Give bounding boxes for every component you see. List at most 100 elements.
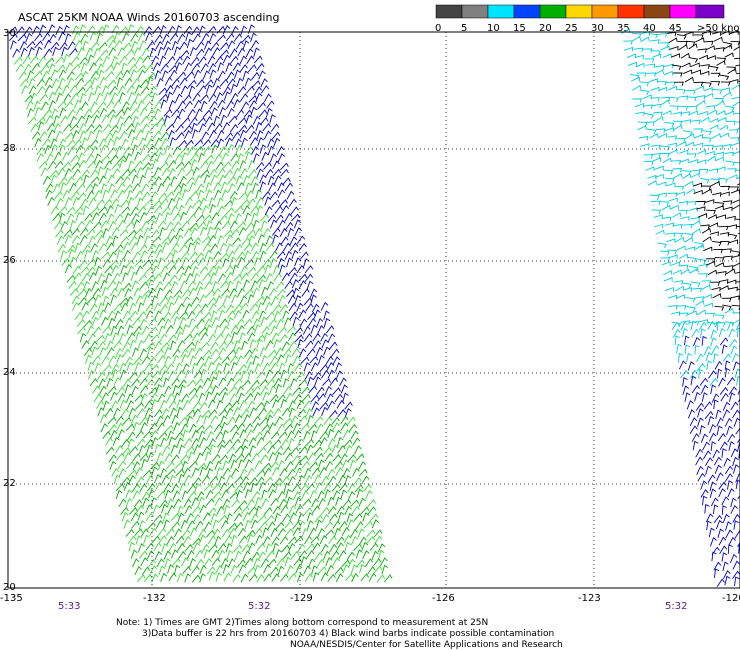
wind-barb bbox=[664, 122, 675, 128]
wind-barb bbox=[57, 167, 66, 177]
wind-barb bbox=[304, 573, 313, 582]
wind-barb bbox=[233, 506, 242, 514]
wind-barb bbox=[243, 481, 251, 491]
wind-barb bbox=[724, 367, 731, 378]
wind-barb bbox=[286, 190, 295, 200]
wind-barb bbox=[719, 545, 728, 555]
wind-barb bbox=[66, 176, 75, 185]
wind-barb bbox=[150, 333, 160, 342]
wind-barb bbox=[116, 77, 124, 87]
wind-barb bbox=[107, 280, 116, 289]
wind-barb bbox=[183, 333, 193, 342]
wind-barb bbox=[716, 425, 723, 436]
wind-barb bbox=[176, 331, 184, 341]
wind-barb bbox=[117, 155, 127, 163]
wind-barb bbox=[87, 91, 95, 102]
wind-barb bbox=[248, 437, 257, 447]
wind-barb bbox=[355, 521, 364, 530]
wind-barb bbox=[340, 384, 348, 394]
wind-barb bbox=[186, 512, 194, 522]
wind-barb bbox=[287, 572, 297, 581]
wind-barb bbox=[168, 64, 178, 73]
wind-barb bbox=[131, 144, 139, 154]
wind-barb bbox=[251, 145, 259, 155]
wind-barb bbox=[264, 264, 272, 274]
wind-barb bbox=[278, 498, 287, 508]
wind-barb bbox=[153, 409, 163, 418]
wind-barb bbox=[135, 430, 144, 439]
wind-barb bbox=[114, 244, 124, 253]
wind-barb bbox=[218, 309, 226, 320]
wind-barb bbox=[664, 63, 674, 69]
wind-barb bbox=[234, 550, 242, 561]
wind-barb bbox=[207, 25, 217, 34]
wind-barb bbox=[682, 327, 689, 338]
wind-barb bbox=[691, 384, 700, 394]
wind-barb bbox=[210, 174, 218, 184]
wind-barb bbox=[695, 243, 705, 250]
wind-barb bbox=[168, 542, 177, 552]
wind-barb bbox=[164, 355, 172, 365]
wind-barb bbox=[347, 558, 356, 568]
wind-barb bbox=[92, 114, 100, 124]
wind-barb bbox=[137, 64, 146, 73]
wind-barb bbox=[267, 175, 275, 186]
wind-barb bbox=[312, 407, 320, 417]
wind-barb bbox=[711, 133, 722, 139]
wind-barb bbox=[720, 191, 730, 197]
wind-barb bbox=[173, 498, 182, 508]
wind-barb bbox=[202, 214, 212, 223]
wind-barb bbox=[219, 415, 227, 425]
wind-barb bbox=[273, 310, 281, 320]
wind-barb bbox=[231, 196, 238, 207]
wind-barb bbox=[633, 47, 644, 53]
wind-barb bbox=[229, 48, 238, 58]
wind-barb bbox=[263, 439, 273, 448]
wind-barb bbox=[52, 46, 59, 57]
wind-barb bbox=[214, 123, 223, 132]
wind-barb bbox=[203, 40, 212, 50]
wind-barb bbox=[179, 211, 187, 221]
wind-barb bbox=[245, 221, 254, 231]
wind-barb bbox=[244, 77, 252, 87]
wind-barb bbox=[279, 227, 288, 237]
wind-barb bbox=[122, 378, 131, 387]
wind-barb bbox=[677, 352, 684, 363]
wind-barb bbox=[125, 393, 134, 403]
wind-barb bbox=[203, 377, 211, 387]
wind-barb bbox=[342, 468, 351, 478]
wind-barb bbox=[30, 123, 39, 133]
wind-barb bbox=[187, 79, 197, 88]
wind-barb bbox=[154, 551, 163, 561]
wind-barb bbox=[730, 401, 739, 411]
wind-barb bbox=[250, 272, 259, 281]
wind-barb bbox=[317, 325, 325, 335]
wind-barb bbox=[686, 201, 697, 206]
wind-barb bbox=[121, 62, 128, 73]
wind-barb bbox=[227, 212, 235, 223]
wind-barb bbox=[78, 122, 87, 132]
wind-barb bbox=[259, 144, 267, 154]
wind-barb bbox=[121, 175, 131, 185]
wind-barb bbox=[272, 265, 280, 275]
wind-barb bbox=[204, 424, 213, 433]
wind-barb bbox=[349, 459, 357, 470]
wind-barb bbox=[117, 429, 125, 439]
wind-barb bbox=[147, 214, 157, 223]
wind-barb bbox=[718, 327, 726, 338]
wind-barb bbox=[325, 423, 333, 433]
wind-barb bbox=[236, 182, 245, 192]
wind-barb bbox=[147, 559, 157, 568]
wind-barb bbox=[204, 318, 212, 328]
wind-barb bbox=[244, 488, 252, 499]
wind-barb bbox=[171, 377, 180, 386]
wind-barb bbox=[214, 265, 222, 276]
wind-barb bbox=[261, 498, 270, 508]
wind-barb bbox=[715, 262, 725, 268]
wind-barb bbox=[115, 175, 124, 185]
wind-barb bbox=[238, 227, 247, 236]
wind-barb bbox=[111, 129, 119, 139]
wind-barb bbox=[44, 84, 53, 94]
wind-barb bbox=[183, 124, 192, 133]
wind-barb bbox=[182, 566, 191, 574]
